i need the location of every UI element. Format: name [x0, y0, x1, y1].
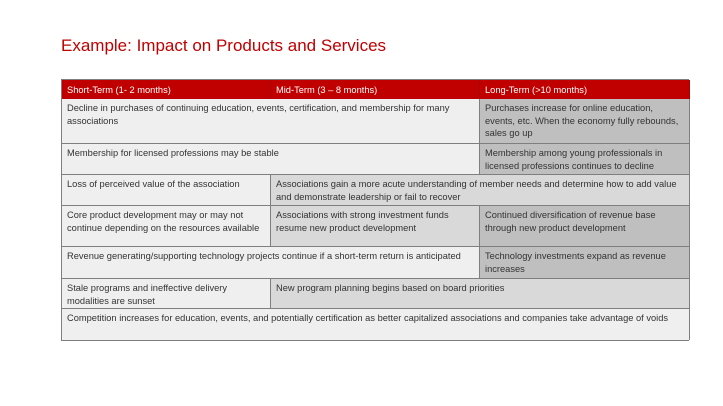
cell-mid-long: Associations gain a more acute understan…: [271, 175, 690, 206]
cell-mid: Associations with strong investment fund…: [271, 206, 480, 247]
cell-long: Membership among young professionals in …: [480, 144, 690, 175]
cell-mid-long: New program planning begins based on boa…: [271, 279, 690, 309]
header-long-term: Long-Term (>10 months): [480, 80, 690, 99]
cell-long: Technology investments expand as revenue…: [480, 247, 690, 279]
cell-short-mid: Membership for licensed professions may …: [62, 144, 480, 175]
impact-table: Short-Term (1- 2 months) Mid-Term (3 – 8…: [61, 79, 690, 341]
cell-all-terms: Competition increases for education, eve…: [62, 309, 690, 340]
cell-short-mid: Decline in purchases of continuing educa…: [62, 99, 480, 144]
header-mid-term: Mid-Term (3 – 8 months): [271, 80, 480, 99]
cell-long: Continued diversification of revenue bas…: [480, 206, 690, 247]
header-short-term: Short-Term (1- 2 months): [62, 80, 271, 99]
slide-title: Example: Impact on Products and Services: [61, 36, 387, 55]
cell-short-mid: Revenue generating/supporting technology…: [62, 247, 480, 279]
cell-long: Purchases increase for online education,…: [480, 99, 690, 144]
cell-short: Core product development may or may not …: [62, 206, 271, 247]
cell-short: Stale programs and ineffective delivery …: [62, 279, 271, 309]
cell-short: Loss of perceived value of the associati…: [62, 175, 271, 206]
